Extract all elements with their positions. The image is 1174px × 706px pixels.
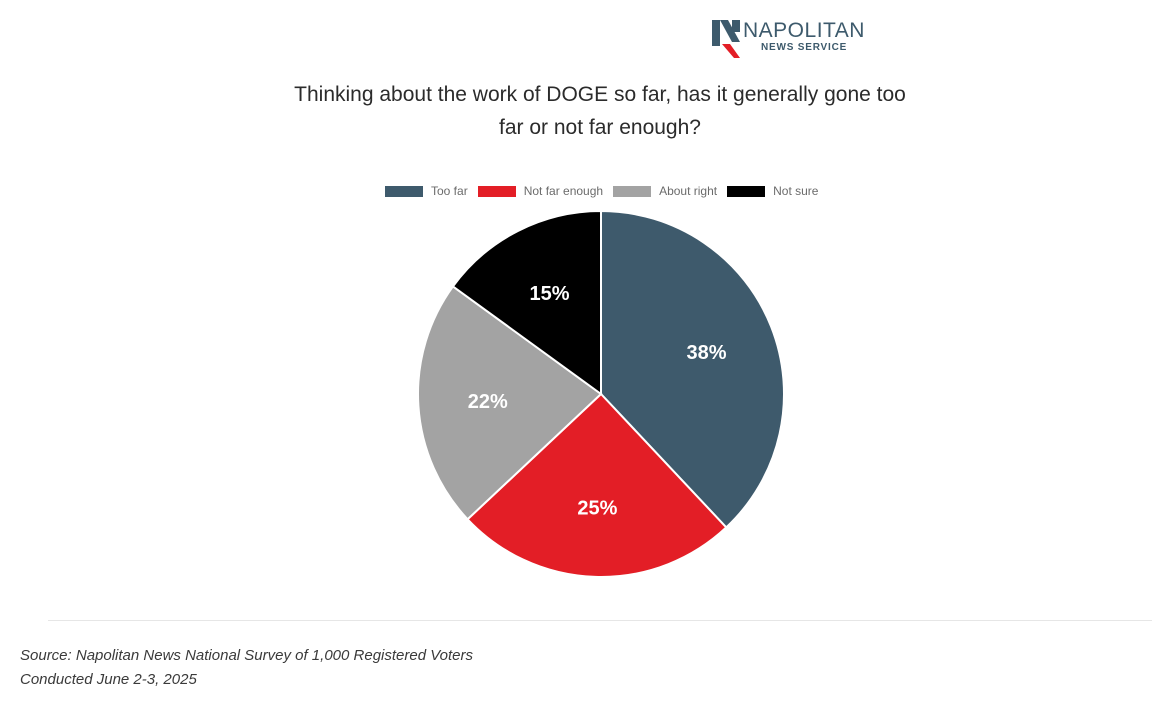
- legend-item: About right: [613, 184, 717, 198]
- chart-legend: Too far Not far enough About right Not sure: [385, 184, 828, 198]
- legend-item: Not far enough: [477, 184, 604, 198]
- napolitan-logo-icon: [712, 20, 740, 58]
- source-line-1: Source: Napolitan News National Survey o…: [20, 647, 474, 664]
- brand-name: NAPOLITAN: [743, 19, 865, 42]
- brand-logo: NAPOLITAN NEWS SERVICE: [712, 18, 865, 58]
- pie-slice: [417, 285, 603, 521]
- slice-value-label: 22%: [468, 391, 508, 413]
- legend-swatch: [613, 185, 652, 197]
- legend-label: Too far: [431, 184, 468, 198]
- footer-divider: [48, 620, 1152, 621]
- legend-swatch: [727, 185, 766, 197]
- source-note: Source: Napolitan News National Survey o…: [20, 644, 473, 692]
- legend-label: Not far enough: [523, 184, 604, 198]
- slice-value-label: 38%: [686, 342, 726, 364]
- legend-label: Not sure: [773, 184, 819, 198]
- slice-value-label: 15%: [529, 283, 569, 305]
- legend-item: Not sure: [727, 184, 818, 198]
- source-line-2: Conducted June 2-3, 2025: [20, 671, 197, 688]
- slice-value-label: 25%: [577, 497, 617, 519]
- pie-slice: [600, 209, 785, 529]
- legend-item: Too far: [385, 184, 468, 198]
- chart-title: Thinking about the work of DOGE so far, …: [294, 83, 906, 139]
- brand-subtitle: NEWS SERVICE: [761, 42, 848, 53]
- pie-slice: [451, 209, 602, 396]
- legend-swatch: [385, 185, 423, 197]
- legend-label: About right: [659, 184, 718, 198]
- legend-swatch: [477, 185, 516, 197]
- pie-slice: [466, 392, 728, 578]
